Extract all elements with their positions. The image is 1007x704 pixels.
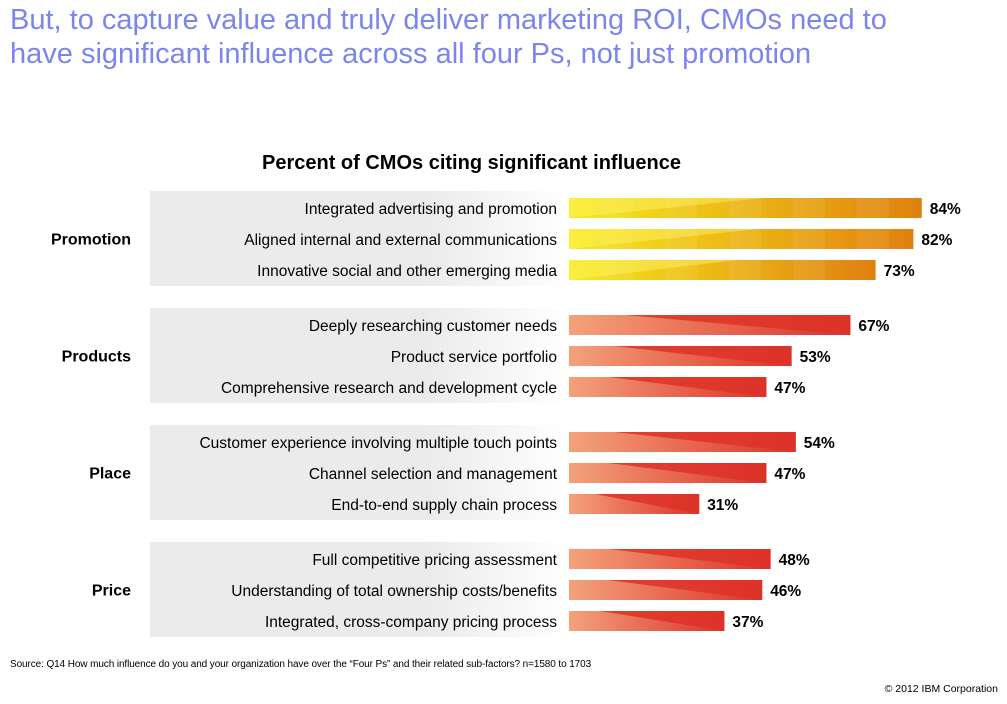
page-headline: But, to capture value and truly deliver … <box>10 4 887 70</box>
group-background-fade <box>427 542 567 637</box>
group-background <box>150 191 427 286</box>
group-place: Place Customer experience involving multi… <box>89 425 835 520</box>
group-background-fade <box>427 191 567 286</box>
chart-title-text: Percent of CMOs citing significant influ… <box>262 152 681 174</box>
bar-segment <box>665 260 697 280</box>
bar-value-label: 73% <box>884 263 915 280</box>
bar <box>569 260 876 280</box>
bar-label: Customer experience involving multiple t… <box>199 435 557 452</box>
group-price: Price Full competitive pricing assessment… <box>92 542 810 637</box>
bar-sheen <box>607 580 763 600</box>
bar-value-label: 47% <box>774 466 805 483</box>
bar-segment <box>665 198 697 218</box>
group-label: Promotion <box>51 232 131 249</box>
bar-sheen <box>595 494 700 514</box>
bar-sheen <box>608 377 767 397</box>
bar-label: Aligned internal and external communicat… <box>244 232 557 249</box>
bar-segment <box>729 229 761 249</box>
bar <box>569 198 922 218</box>
bar-sheen <box>569 229 759 249</box>
bar-sheen <box>609 549 771 569</box>
bar-value-label: 53% <box>800 349 831 366</box>
group-background <box>150 308 427 403</box>
bar-label: Full competitive pricing assessment <box>312 552 557 569</box>
group-background <box>150 542 427 637</box>
bar-value-label: 48% <box>779 552 810 569</box>
bar-sheen <box>600 611 725 631</box>
bar-label: Innovative social and other emerging med… <box>257 263 557 280</box>
group-background <box>150 425 427 520</box>
bar-value-label: 31% <box>707 497 738 514</box>
bar-sheen <box>613 346 792 366</box>
group-background-fade <box>427 425 567 520</box>
bar-value-label: 84% <box>930 201 961 218</box>
bar-label: Comprehensive research and development c… <box>221 380 557 397</box>
source-footnote: Source: Q14 How much influence do you an… <box>10 659 592 670</box>
bar-segment <box>729 198 761 218</box>
bar-label: Product service portfolio <box>391 349 557 366</box>
bar-segment <box>793 229 825 249</box>
bar-segment <box>793 260 825 280</box>
bar-sheen <box>625 315 851 335</box>
bar-value-label: 67% <box>858 318 889 335</box>
group-label: Place <box>89 466 131 483</box>
copyright-notice: © 2012 IBM Corporation <box>884 683 998 695</box>
bar-segment <box>729 260 761 280</box>
bar-segment <box>601 260 633 280</box>
bar-label: Understanding of total ownership costs/b… <box>231 583 557 600</box>
bar-label: Integrated, cross-company pricing proces… <box>265 614 557 631</box>
bar-value-label: 47% <box>774 380 805 397</box>
bar-sheen <box>569 198 764 218</box>
group-products: Products Deeply researching customer need… <box>62 308 890 403</box>
bar-label: Integrated advertising and promotion <box>305 201 557 218</box>
bar-segment <box>857 229 889 249</box>
bar-sheen <box>608 463 767 483</box>
bar-sheen <box>614 432 796 452</box>
bar-segment <box>793 198 825 218</box>
bar-value-label: 46% <box>770 583 801 600</box>
group-label: Price <box>92 583 131 600</box>
bar-segment <box>601 198 633 218</box>
bar-label: Channel selection and management <box>309 466 558 483</box>
bar-label: Deeply researching customer needs <box>309 318 557 335</box>
bar-segment <box>601 229 633 249</box>
bar-label: End-to-end supply chain process <box>331 497 557 514</box>
bar-value-label: 37% <box>732 614 763 631</box>
bar <box>569 229 914 249</box>
bar-segment <box>665 229 697 249</box>
group-promotion: Promotion Integrated advertising and prom… <box>51 191 961 286</box>
bar-value-label: 54% <box>804 435 835 452</box>
bar-value-label: 82% <box>921 232 952 249</box>
bar-sheen <box>569 260 738 280</box>
group-label: Products <box>62 349 131 366</box>
group-background-fade <box>427 308 567 403</box>
bar-segment <box>857 198 889 218</box>
